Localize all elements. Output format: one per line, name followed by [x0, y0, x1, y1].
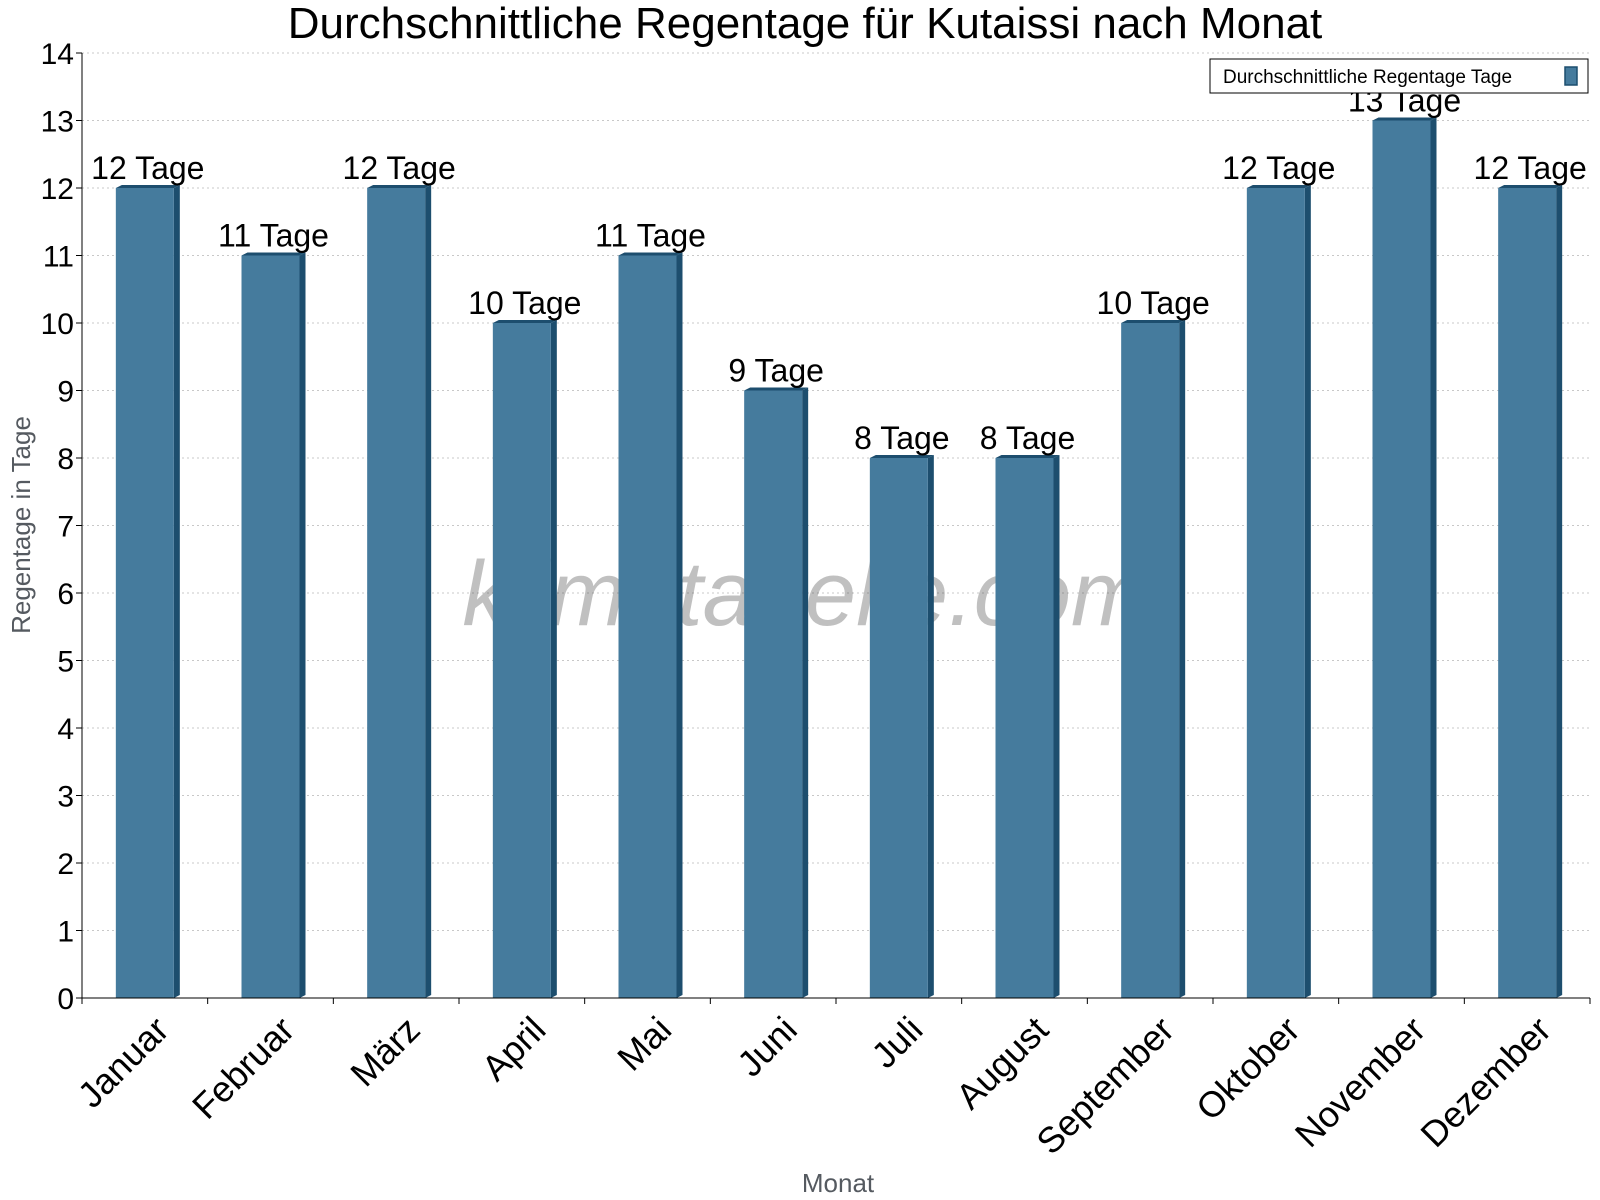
bar [618, 255, 677, 998]
bar-side [173, 185, 180, 998]
bar [492, 323, 551, 998]
data-label: 11 Tage [218, 218, 329, 254]
bar [115, 188, 174, 998]
data-label: 10 Tage [1097, 285, 1210, 321]
bar-top [1498, 185, 1563, 188]
bar-top [995, 455, 1060, 458]
bar-side [1556, 185, 1563, 998]
x-tick-label: Juli [863, 1009, 930, 1076]
data-label: 12 Tage [343, 150, 456, 186]
y-tick-label: 12 [41, 173, 74, 206]
x-ticks: Januar Februar März April Mai Juni Juli AugustS… [70, 1009, 1559, 1163]
data-label: 12 Tage [1474, 150, 1587, 186]
y-tick-label: 3 [57, 781, 74, 814]
bar-top [241, 252, 306, 256]
bar [995, 458, 1054, 998]
y-tick-label: 4 [57, 713, 74, 746]
bar-top [1121, 320, 1186, 323]
x-tick-label: Januar [70, 1009, 177, 1116]
bar-top [492, 320, 557, 323]
legend-swatch [1564, 66, 1578, 86]
y-tick-label: 8 [57, 443, 74, 476]
bar-side [550, 320, 557, 998]
bar [1498, 188, 1557, 998]
bar-top [869, 455, 934, 458]
y-tick-label: 14 [41, 38, 74, 71]
x-tick-label: Dezember [1412, 1009, 1558, 1155]
x-tick-label: April [474, 1009, 554, 1089]
x-tick-label: Mai [609, 1009, 679, 1079]
bar-top [1246, 185, 1311, 188]
bar-side [927, 455, 934, 998]
y-tick-label: 7 [57, 511, 74, 544]
y-tick-label: 13 [41, 106, 74, 139]
data-label: 8 Tage [854, 420, 950, 456]
y-axis-title: Regentage in Tage [6, 416, 36, 634]
y-tick-label: 11 [43, 241, 74, 274]
bar [367, 188, 426, 998]
bar-top [367, 185, 432, 188]
y-tick-label: 5 [57, 646, 74, 679]
y-tick-label: 10 [41, 308, 74, 341]
bar-side [299, 252, 306, 998]
bar-side [676, 252, 683, 998]
axes [76, 52, 1591, 1004]
y-tick-label: 1 [57, 916, 74, 949]
x-tick-label: November [1287, 1009, 1433, 1155]
bar-side [1304, 185, 1311, 998]
bar [241, 255, 300, 998]
y-tick-label: 0 [57, 983, 74, 1016]
grid [82, 52, 1590, 931]
bar-top [1372, 117, 1437, 121]
x-tick-label: Oktober [1188, 1009, 1308, 1129]
y-tick-label: 9 [57, 376, 74, 409]
bar [1121, 323, 1180, 998]
bar-side [1053, 455, 1060, 998]
data-label: 12 Tage [91, 150, 204, 186]
bar-top [618, 252, 683, 256]
chart-title: Durchschnittliche Regentage für Kutaissi… [288, 0, 1323, 48]
data-label: 9 Tage [728, 353, 824, 389]
data-label: 12 Tage [1222, 150, 1335, 186]
y-tick-label: 2 [57, 848, 74, 881]
bar [744, 390, 803, 998]
bar-top [744, 387, 809, 391]
x-tick-label: August [948, 1009, 1056, 1117]
data-label: 10 Tage [468, 285, 581, 321]
bar-side [425, 185, 432, 998]
legend-label: Durchschnittliche Regentage Tage [1223, 67, 1512, 88]
legend-box [1209, 58, 1589, 94]
x-tick-label: März [342, 1009, 428, 1095]
y-tick-label: 6 [57, 578, 74, 611]
data-label: 8 Tage [980, 420, 1076, 456]
bar-side [1430, 117, 1437, 998]
bars [115, 117, 1563, 998]
data-label: 11 Tage [595, 218, 706, 254]
x-tick-label: Juni [729, 1009, 805, 1085]
data-labels: 12 Tage 11 Tage 12 Tage 10 Tage 11 Tage 9 Tag… [91, 83, 1587, 457]
x-tick-label: Februar [184, 1009, 302, 1127]
x-axis-title: Monat [802, 1168, 875, 1198]
bar-side [802, 387, 809, 998]
bar-top [115, 185, 180, 188]
bar-side [1179, 320, 1186, 998]
x-tick-label: September [1028, 1009, 1182, 1163]
bar [869, 458, 928, 998]
bar [1246, 188, 1305, 998]
legend: Durchschnittliche Regentage Tage [1209, 58, 1589, 94]
bar [1372, 120, 1431, 998]
